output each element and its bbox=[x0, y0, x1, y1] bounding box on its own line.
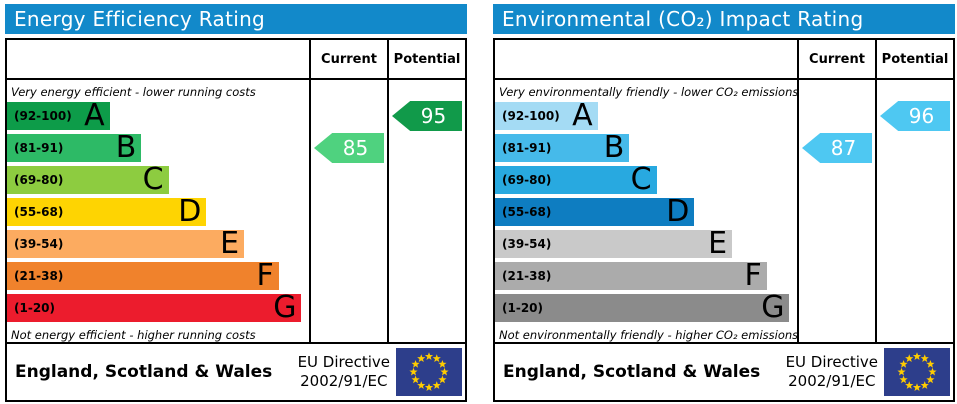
column-header-current: Current bbox=[797, 40, 875, 78]
band-range-label: (55-68) bbox=[502, 205, 552, 219]
energy-band-b: (81-91) B bbox=[7, 130, 142, 165]
band-range-label: (92-100) bbox=[502, 109, 560, 123]
environmental-table-footer-row: England, Scotland & Wales EU Directive 2… bbox=[495, 342, 953, 400]
band-range-label: (92-100) bbox=[14, 109, 72, 123]
band-letter: B bbox=[603, 130, 625, 165]
energy-chart-title: Energy Efficiency Rating bbox=[5, 4, 467, 34]
band-range-label: (81-91) bbox=[14, 141, 64, 155]
eu-directive-line2: 2002/91/EC bbox=[300, 372, 388, 390]
energy-potential-column: 95 bbox=[387, 80, 465, 342]
band-range-label: (81-91) bbox=[502, 141, 552, 155]
environmental-current-rating-arrow: 87 bbox=[802, 133, 872, 163]
environmental-table-header-row: Current Potential bbox=[495, 40, 953, 80]
energy-band-ladder: Very energy efficient - lower running co… bbox=[7, 80, 309, 342]
band-range-label: (69-80) bbox=[502, 173, 552, 187]
environmental-band-f: (21-38) F bbox=[495, 258, 767, 293]
band-letter: C bbox=[142, 162, 164, 197]
environmental-band-c: (69-80) C bbox=[495, 162, 657, 197]
environmental-potential-column: 96 bbox=[875, 80, 953, 342]
environmental-rating-table: Current Potential Very environmentally f… bbox=[493, 38, 955, 402]
energy-caption-top: Very energy efficient - lower running co… bbox=[11, 85, 256, 99]
environmental-impact-panel: Environmental (CO₂) Impact Rating Curren… bbox=[493, 4, 955, 402]
band-letter: G bbox=[273, 290, 297, 325]
energy-band-f: (21-38) F bbox=[7, 258, 279, 293]
environmental-band-a: (92-100) A bbox=[495, 98, 598, 133]
band-letter: G bbox=[761, 290, 785, 325]
region-label: England, Scotland & Wales bbox=[503, 362, 761, 382]
energy-rating-table: Current Potential Very energy efficient … bbox=[5, 38, 467, 402]
eu-directive-line1: EU Directive bbox=[785, 353, 878, 372]
environmental-caption-bottom: Not environmentally friendly - higher CO… bbox=[499, 328, 797, 342]
eu-directive-line2: 2002/91/EC bbox=[788, 372, 876, 390]
eu-flag-icon bbox=[884, 348, 950, 396]
energy-table-body-row: Very energy efficient - lower running co… bbox=[7, 80, 465, 342]
energy-band-d: (55-68) D bbox=[7, 194, 207, 229]
band-range-label: (69-80) bbox=[14, 173, 64, 187]
environmental-current-column: 87 bbox=[797, 80, 875, 342]
energy-table-footer-row: England, Scotland & Wales EU Directive 2… bbox=[7, 342, 465, 400]
band-range-label: (39-54) bbox=[14, 237, 64, 251]
band-letter: A bbox=[572, 98, 593, 133]
environmental-band-e: (39-54) E bbox=[495, 226, 733, 261]
energy-table-header-row: Current Potential bbox=[7, 40, 465, 80]
energy-caption-bottom: Not energy efficient - higher running co… bbox=[11, 328, 256, 342]
environmental-band-b: (81-91) B bbox=[495, 130, 630, 165]
band-letter: D bbox=[666, 194, 690, 229]
header-spacer bbox=[7, 40, 309, 78]
band-range-label: (1-20) bbox=[14, 301, 55, 315]
eu-directive-label: EU Directive 2002/91/EC bbox=[298, 353, 390, 391]
band-range-label: (1-20) bbox=[502, 301, 543, 315]
band-letter: B bbox=[115, 130, 137, 165]
band-letter: E bbox=[708, 226, 728, 261]
region-label: England, Scotland & Wales bbox=[15, 362, 273, 382]
column-header-current: Current bbox=[309, 40, 387, 78]
column-header-potential: Potential bbox=[875, 40, 953, 78]
band-range-label: (39-54) bbox=[502, 237, 552, 251]
band-letter: A bbox=[84, 98, 105, 133]
eu-directive-line1: EU Directive bbox=[297, 353, 390, 372]
environmental-potential-value: 96 bbox=[908, 104, 935, 128]
energy-potential-rating-arrow: 95 bbox=[392, 101, 462, 131]
band-letter: F bbox=[744, 258, 762, 293]
header-spacer bbox=[495, 40, 797, 78]
energy-band-g: (1-20) G bbox=[7, 290, 302, 325]
energy-band-a: (92-100) A bbox=[7, 98, 110, 133]
eu-flag-icon bbox=[396, 348, 462, 396]
energy-potential-value: 95 bbox=[420, 104, 447, 128]
energy-current-value: 85 bbox=[342, 136, 369, 160]
environmental-band-g: (1-20) G bbox=[495, 290, 790, 325]
environmental-potential-rating-arrow: 96 bbox=[880, 101, 950, 131]
energy-current-column: 85 bbox=[309, 80, 387, 342]
environmental-caption-top: Very environmentally friendly - lower CO… bbox=[499, 85, 797, 99]
band-letter: D bbox=[178, 194, 202, 229]
environmental-band-ladder: Very environmentally friendly - lower CO… bbox=[495, 80, 797, 342]
band-range-label: (21-38) bbox=[14, 269, 64, 283]
band-letter: F bbox=[256, 258, 274, 293]
energy-band-e: (39-54) E bbox=[7, 226, 245, 261]
energy-band-c: (69-80) C bbox=[7, 162, 169, 197]
band-letter: C bbox=[630, 162, 652, 197]
column-header-potential: Potential bbox=[387, 40, 465, 78]
environmental-band-d: (55-68) D bbox=[495, 194, 695, 229]
environmental-chart-title: Environmental (CO₂) Impact Rating bbox=[493, 4, 955, 34]
band-range-label: (55-68) bbox=[14, 205, 64, 219]
energy-current-rating-arrow: 85 bbox=[314, 133, 384, 163]
band-range-label: (21-38) bbox=[502, 269, 552, 283]
environmental-table-body-row: Very environmentally friendly - lower CO… bbox=[495, 80, 953, 342]
environmental-current-value: 87 bbox=[830, 136, 857, 160]
energy-efficiency-panel: Energy Efficiency Rating Current Potenti… bbox=[5, 4, 467, 402]
band-letter: E bbox=[220, 226, 240, 261]
eu-directive-label: EU Directive 2002/91/EC bbox=[786, 353, 878, 391]
